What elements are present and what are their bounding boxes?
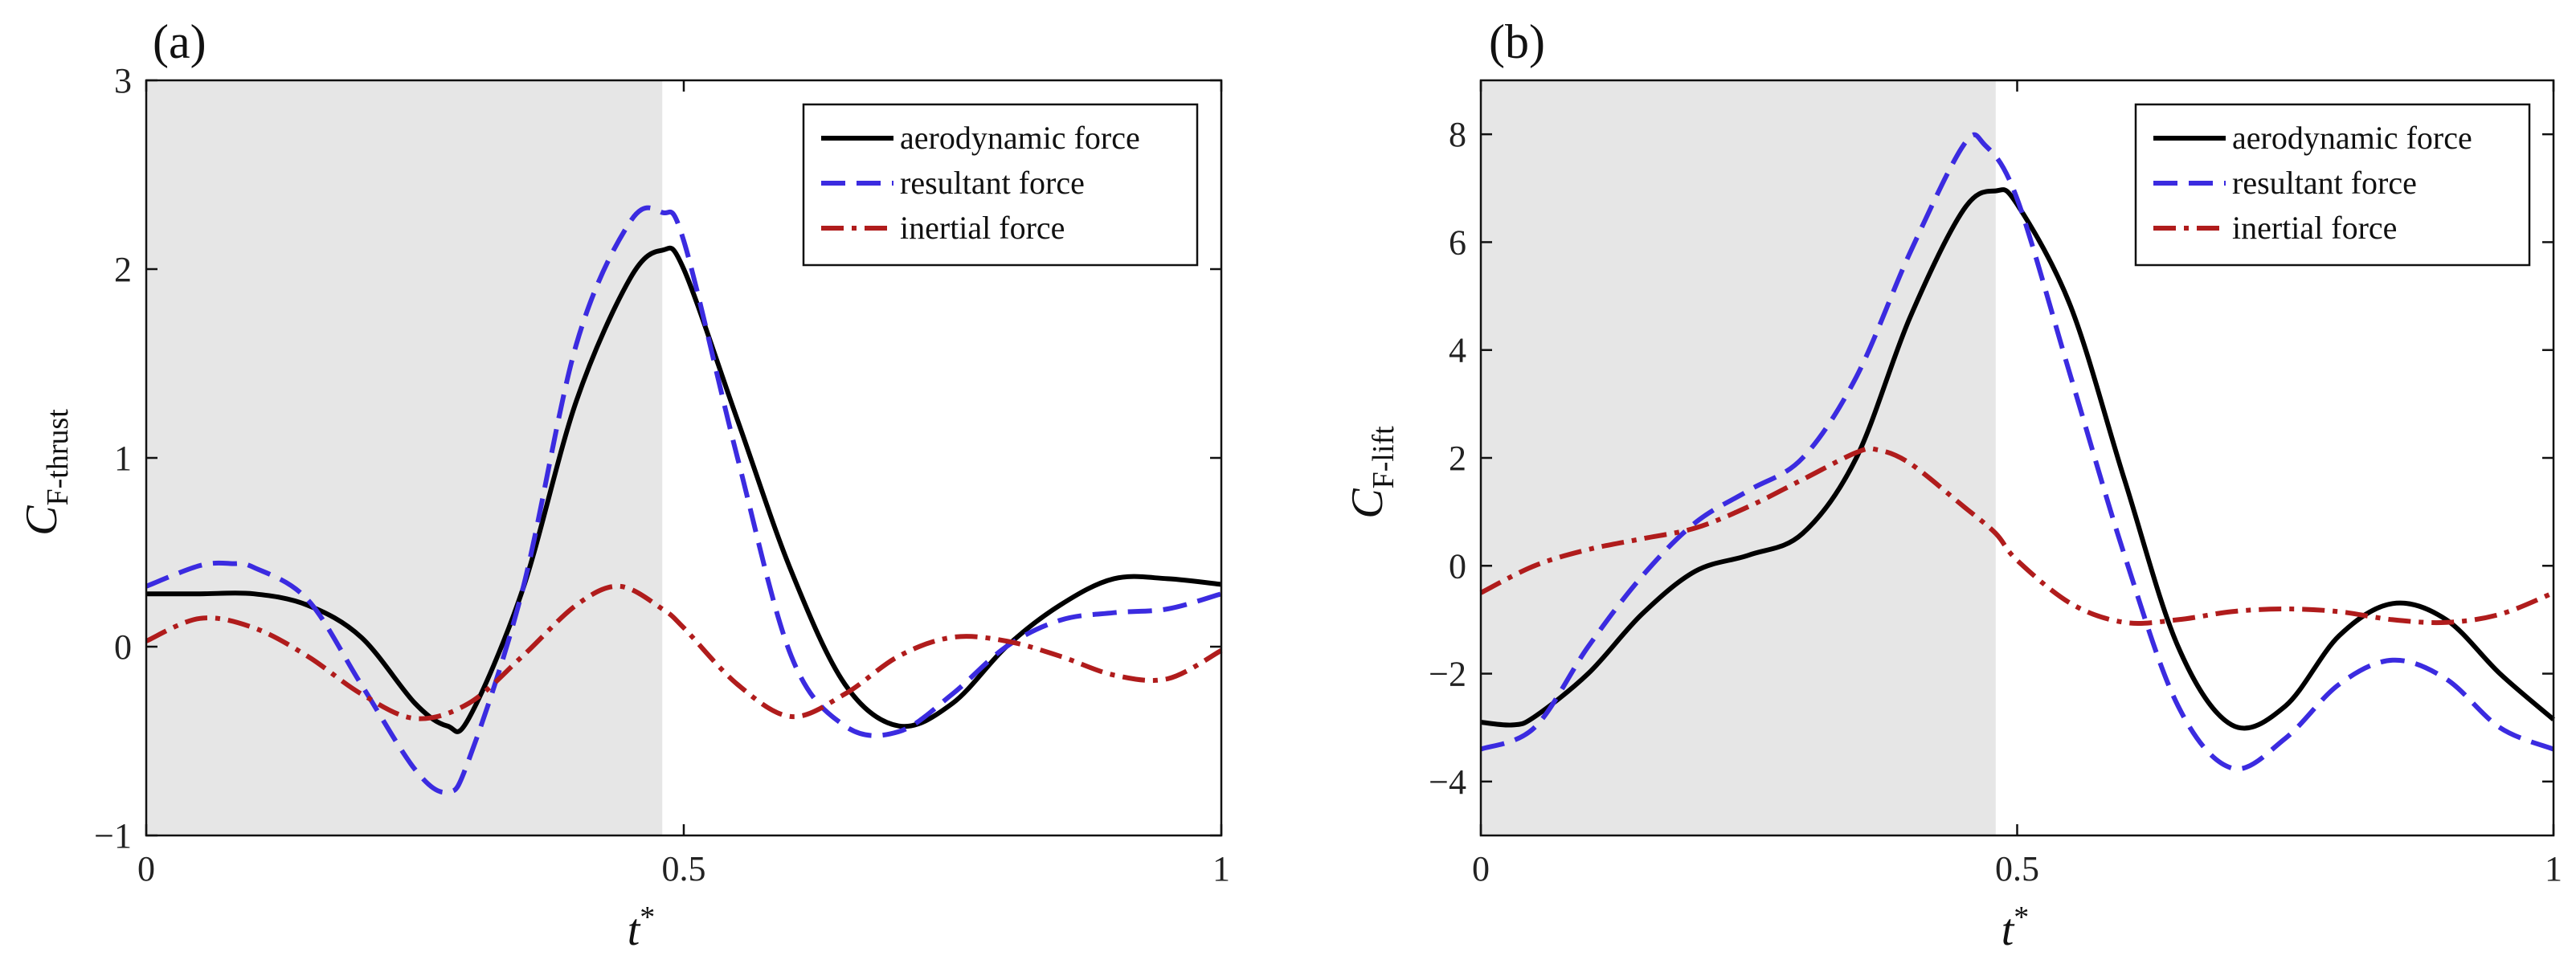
panel-b-legend: aerodynamic force resultant force inertial… <box>2134 103 2531 267</box>
panel-a-shaded-region <box>146 80 663 835</box>
panel-b-ticks: 0 0.5 1 −4 −2 0 2 4 6 8 <box>1429 80 2562 888</box>
y-tick-label: 2 <box>114 250 132 289</box>
legend-label-aerodynamic-force: aerodynamic force <box>900 120 1140 156</box>
series-line-resultant-force <box>1479 132 2555 772</box>
y-tick-label: 0 <box>114 627 132 667</box>
x-tick-label: 1 <box>2545 849 2562 888</box>
panel-a-series <box>145 205 1223 795</box>
series-line-aerodynamic-force <box>1480 187 2555 731</box>
y-tick-label: 4 <box>1449 331 1466 370</box>
panel-a-x-axis-label: t* <box>628 901 656 955</box>
panel-a-legend: aerodynamic force resultant force inertial… <box>802 103 1199 267</box>
legend-label-aerodynamic-force: aerodynamic force <box>2232 120 2472 156</box>
panel-b-label: (b) <box>1489 15 1545 68</box>
y-tick-label: 3 <box>114 61 132 100</box>
x-tick-label: 0.5 <box>662 849 706 888</box>
panel-b-x-axis-label: t* <box>2002 901 2030 955</box>
panel-a-axes-frame <box>145 79 1223 837</box>
x-tick-label: 0.5 <box>1995 849 2039 888</box>
y-tick-label: −4 <box>1429 762 1466 802</box>
panel-a-label: (a) <box>153 15 206 68</box>
y-tick-label: 2 <box>1449 439 1466 478</box>
x-tick-label: 1 <box>1212 849 1230 888</box>
y-tick-label: 1 <box>114 439 132 478</box>
series-line-resultant-force <box>145 205 1222 795</box>
y-tick-label: 6 <box>1449 223 1466 262</box>
legend-label-resultant-force: resultant force <box>2232 165 2417 201</box>
series-line-inertial-force <box>1479 446 2555 626</box>
panel-b-y-axis-label: CF-lift <box>1343 426 1400 519</box>
y-tick-label: 8 <box>1449 115 1466 154</box>
x-tick-label: 0 <box>1472 849 1490 888</box>
panel-b-shaded-region <box>1481 80 1996 835</box>
y-tick-label: 0 <box>1449 546 1466 586</box>
panel-b: 0 0.5 1 −4 −2 0 2 4 6 8 (b) t* CF-lift aerodynami… <box>1343 15 2562 955</box>
legend-label-inertial-force: inertial force <box>900 210 1065 246</box>
legend-label-inertial-force: inertial force <box>2232 210 2397 246</box>
series-line-inertial-force <box>145 583 1223 721</box>
y-tick-label: −2 <box>1429 655 1466 694</box>
panel-b-axes-frame <box>1479 79 2555 837</box>
panel-b-series <box>1479 132 2555 772</box>
x-tick-label: 0 <box>137 849 155 888</box>
y-tick-label: −1 <box>94 816 132 856</box>
panel-a-y-axis-label: CF-thrust <box>17 409 75 536</box>
legend-label-resultant-force: resultant force <box>900 165 1085 201</box>
